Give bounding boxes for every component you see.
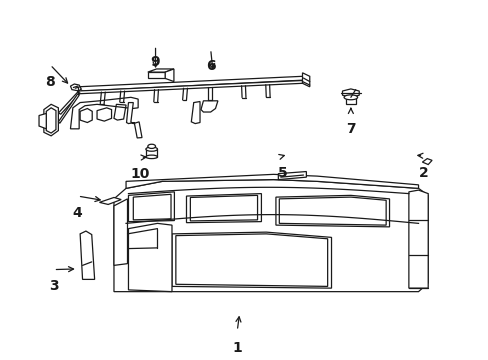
Text: 4: 4 [73,206,82,220]
Polygon shape [39,113,46,129]
Polygon shape [191,102,200,123]
Polygon shape [80,108,92,122]
Text: 8: 8 [45,75,55,89]
Polygon shape [78,76,309,91]
Ellipse shape [147,144,155,148]
Text: 10: 10 [131,167,150,181]
Polygon shape [114,199,127,265]
Polygon shape [147,72,165,78]
Text: 7: 7 [346,122,355,136]
Polygon shape [58,92,80,114]
Polygon shape [275,195,389,227]
Text: 9: 9 [150,55,160,69]
Polygon shape [114,180,427,292]
Ellipse shape [344,95,357,100]
Polygon shape [302,73,309,87]
Text: 3: 3 [49,279,58,293]
Polygon shape [342,89,359,97]
Polygon shape [97,108,111,121]
Polygon shape [165,69,174,82]
Polygon shape [147,69,174,72]
Polygon shape [44,104,58,136]
Polygon shape [278,172,306,180]
Polygon shape [80,231,95,279]
Text: 1: 1 [232,341,242,355]
Polygon shape [172,232,331,288]
Polygon shape [78,81,302,94]
Polygon shape [126,103,142,138]
Polygon shape [346,97,355,104]
Polygon shape [128,192,174,222]
Polygon shape [128,223,172,292]
Ellipse shape [145,155,157,159]
Text: 5: 5 [278,166,287,180]
Polygon shape [58,94,79,123]
Polygon shape [46,108,56,133]
Ellipse shape [145,147,157,151]
Text: 2: 2 [418,166,427,180]
Polygon shape [186,194,261,223]
Polygon shape [126,174,418,188]
Polygon shape [70,97,138,129]
Polygon shape [145,149,157,157]
Polygon shape [422,159,431,165]
Polygon shape [408,190,427,288]
Text: 6: 6 [205,59,215,73]
Polygon shape [70,84,81,91]
Polygon shape [99,197,121,204]
